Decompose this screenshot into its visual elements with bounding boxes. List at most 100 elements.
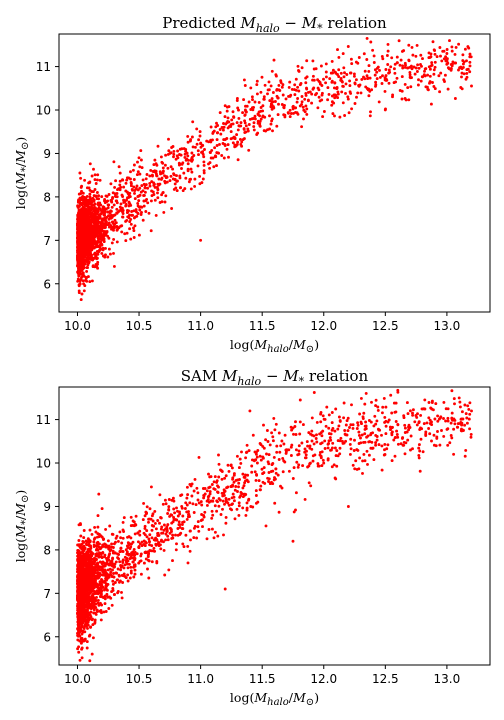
data-point [361, 471, 364, 475]
data-point [190, 170, 194, 174]
data-point [169, 528, 173, 532]
data-point [327, 413, 331, 417]
data-point [451, 60, 455, 64]
data-point [76, 543, 80, 547]
data-point [137, 199, 141, 203]
data-point [296, 64, 300, 68]
data-point [145, 535, 149, 539]
data-point [77, 211, 81, 215]
data-point [158, 493, 162, 497]
data-point [147, 537, 151, 541]
data-point [78, 553, 82, 557]
data-point [384, 432, 388, 436]
data-point [360, 77, 364, 81]
data-point [129, 170, 132, 174]
data-point [233, 145, 237, 149]
data-point [216, 151, 220, 155]
x-label-part: M [253, 337, 268, 352]
data-point [90, 231, 94, 235]
data-point [121, 178, 125, 182]
y-tick-label: 10 [36, 104, 51, 118]
data-point [256, 121, 260, 125]
data-point [363, 424, 367, 428]
data-point [227, 503, 231, 507]
data-point [122, 530, 126, 533]
data-point [102, 224, 106, 227]
data-point [396, 435, 400, 439]
data-point [255, 83, 259, 87]
data-point [232, 480, 236, 484]
data-point [150, 528, 154, 532]
data-point [383, 442, 387, 446]
data-point [393, 62, 397, 66]
data-point [294, 77, 298, 81]
data-point [270, 119, 274, 123]
data-point [323, 439, 327, 443]
data-point [133, 523, 137, 526]
data-point [427, 427, 431, 430]
data-point [364, 391, 368, 395]
data-point [143, 526, 147, 530]
data-point [173, 182, 177, 186]
data-point [348, 71, 352, 75]
data-point [110, 545, 114, 549]
data-point [140, 544, 144, 548]
data-point [336, 90, 340, 94]
data-point [239, 494, 243, 498]
data-point [76, 647, 80, 651]
data-point [118, 183, 122, 187]
data-point [196, 149, 200, 153]
data-point [316, 78, 320, 82]
data-point [320, 464, 324, 468]
data-point [82, 282, 86, 286]
data-point [105, 557, 108, 560]
data-point [77, 283, 81, 287]
data-point [346, 429, 350, 433]
data-point [82, 591, 86, 595]
data-point [169, 174, 173, 178]
data-point [421, 57, 424, 61]
data-point [460, 71, 464, 75]
data-point [131, 188, 134, 192]
data-point [222, 122, 225, 125]
data-point [454, 45, 458, 49]
data-point [259, 117, 263, 121]
data-point [256, 119, 260, 123]
data-point [410, 67, 414, 71]
data-point [147, 520, 150, 524]
data-point [330, 59, 334, 63]
data-point [95, 582, 99, 586]
data-point [115, 224, 119, 228]
data-point [332, 463, 336, 467]
data-point [315, 433, 318, 437]
data-point [128, 201, 131, 205]
data-point [452, 452, 456, 456]
data-point [345, 419, 349, 423]
data-point [200, 503, 204, 507]
data-point [260, 467, 264, 471]
data-point [122, 566, 126, 570]
data-point [319, 412, 323, 416]
data-point [113, 581, 117, 584]
data-point [442, 78, 446, 82]
data-point [180, 527, 184, 531]
data-point [315, 440, 319, 444]
data-point [348, 442, 352, 446]
data-point [193, 177, 197, 181]
data-point [117, 574, 121, 578]
data-point [376, 405, 380, 409]
data-point [90, 257, 94, 261]
data-point [232, 115, 236, 119]
data-point [202, 155, 206, 159]
data-point [224, 521, 228, 525]
data-point [101, 543, 105, 547]
data-point [138, 165, 142, 169]
data-point [310, 101, 314, 105]
data-point [137, 546, 141, 550]
data-point [90, 174, 94, 178]
data-point [324, 424, 328, 428]
data-point [330, 465, 334, 469]
data-point [136, 195, 140, 198]
data-point [108, 552, 112, 556]
data-point [423, 398, 427, 402]
